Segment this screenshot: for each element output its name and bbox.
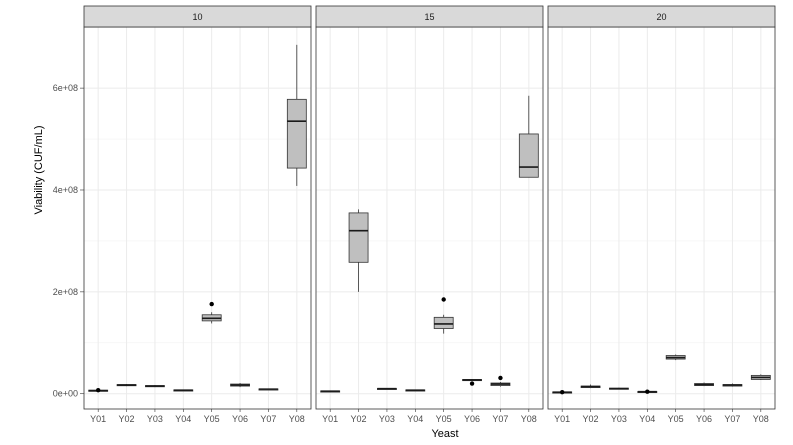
outlier-point [441, 297, 446, 302]
y-axis-title: Viability (CUF/mL) [33, 125, 45, 214]
x-tick-label: Y07 [492, 414, 508, 424]
x-tick-label: Y03 [379, 414, 395, 424]
outlier-point [645, 389, 650, 394]
box-10-Y06 [230, 383, 250, 388]
x-tick-label: Y08 [753, 414, 769, 424]
y-tick-label: 6e+08 [53, 83, 78, 93]
box-10-Y03 [145, 385, 165, 388]
facet-strip [315, 5, 544, 28]
box-iqr [433, 316, 454, 329]
outlier-point [559, 389, 565, 395]
x-tick-label: Y02 [119, 414, 135, 424]
facet-strip-label: 10 [192, 12, 202, 22]
x-tick-label: Y07 [260, 414, 276, 424]
x-tick-label: Y03 [147, 414, 163, 424]
outlier-point [469, 381, 475, 386]
panel-background [548, 27, 775, 409]
outlier-point [209, 301, 214, 307]
x-axis-title: Yeast [431, 428, 458, 440]
box-15-Y03 [377, 387, 397, 390]
x-tick-label: Y05 [668, 414, 684, 424]
facet-panel-10: 10 Y01 Y02 Y03 Y04 Y05 Y06 Y07 Y08 [83, 5, 312, 424]
box-iqr [286, 98, 307, 169]
x-tick-label: Y08 [289, 414, 305, 424]
box-15-Y05 [433, 297, 454, 334]
x-tick-label: Y04 [639, 414, 655, 424]
box-15-Y06 [462, 378, 482, 386]
x-tick-label: Y06 [232, 414, 248, 424]
x-tick-label: Y02 [351, 414, 367, 424]
y-axis: 0e+00 2e+08 4e+08 6e+08 [53, 83, 84, 399]
x-tick-label: Y01 [554, 414, 570, 424]
y-tick-label: 0e+00 [53, 389, 78, 399]
box-15-Y04 [405, 389, 426, 392]
facet-panels: 10 Y01 Y02 Y03 Y04 Y05 Y06 Y07 Y08 15 Y01 Y02 Y03 Y04… [83, 5, 776, 424]
facet-strip [83, 5, 312, 28]
x-tick-label: Y04 [407, 414, 423, 424]
box-20-Y01 [552, 389, 573, 395]
facet-panel-15: 15 Y01 Y02 Y03 Y04 Y05 Y06 Y07 Y08 [315, 5, 544, 424]
x-tick-label: Y07 [724, 414, 740, 424]
box-15-Y02 [348, 209, 369, 292]
box-iqr [518, 133, 539, 178]
box-20-Y02 [580, 384, 601, 389]
x-tick-label: Y03 [611, 414, 627, 424]
x-tick-label: Y01 [322, 414, 338, 424]
facet-strip-label: 20 [656, 12, 666, 22]
box-20-Y04 [637, 389, 658, 394]
box-20-Y07 [722, 383, 743, 387]
box-15-Y07 [490, 375, 511, 387]
y-tick-label: 4e+08 [53, 185, 78, 195]
x-tick-label: Y06 [696, 414, 712, 424]
x-tick-label: Y02 [583, 414, 599, 424]
facet-strip [547, 5, 776, 28]
box-10-Y01 [88, 387, 109, 393]
box-15-Y01 [320, 390, 341, 393]
x-tick-label: Y05 [436, 414, 452, 424]
facet-panel-20: 20 Y01 Y02 Y03 Y04 Y05 Y06 Y07 Y08 [547, 5, 776, 424]
box-20-Y06 [694, 382, 714, 387]
box-20-Y08 [750, 374, 771, 380]
box-20-Y05 [665, 354, 686, 361]
box-10-Y02 [116, 384, 137, 387]
box-iqr [348, 212, 369, 263]
x-tick-label: Y04 [175, 414, 191, 424]
box-10-Y08 [286, 44, 307, 186]
box-10-Y05 [201, 301, 222, 324]
y-tick-label: 2e+08 [53, 287, 78, 297]
panel-background [84, 27, 311, 409]
x-tick-label: Y05 [204, 414, 220, 424]
facet-strip-label: 15 [424, 12, 434, 22]
x-tick-label: Y08 [521, 414, 537, 424]
x-tick-label: Y06 [464, 414, 480, 424]
box-10-Y07 [258, 388, 279, 391]
x-tick-label: Y01 [90, 414, 106, 424]
outlier-point [95, 387, 101, 393]
outlier-point [498, 375, 503, 381]
box-15-Y08 [518, 95, 539, 178]
box-10-Y04 [173, 389, 194, 392]
box-20-Y03 [609, 387, 629, 390]
